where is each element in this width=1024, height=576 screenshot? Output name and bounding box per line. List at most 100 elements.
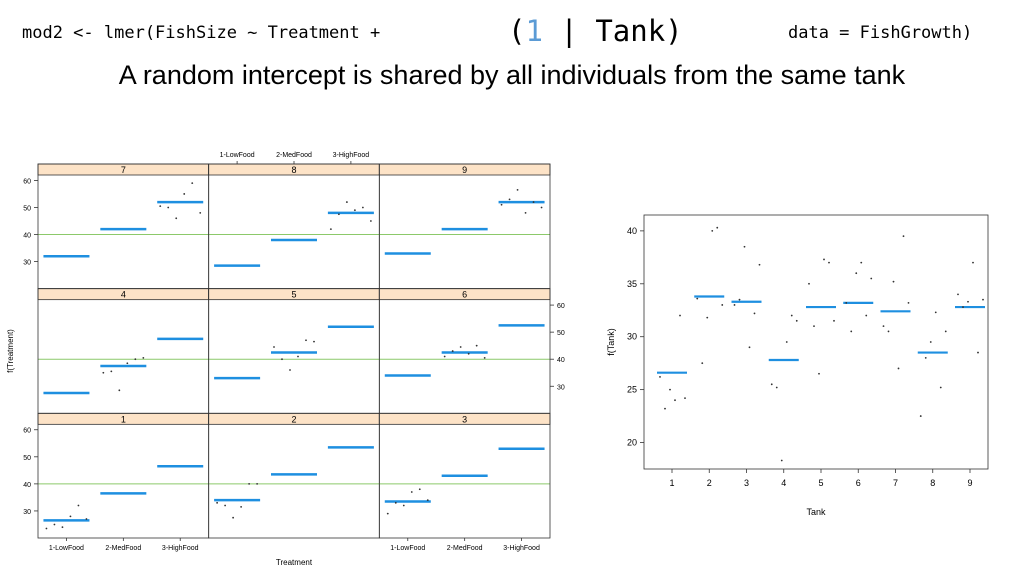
tank-point-41 xyxy=(907,301,910,304)
tank-point-18 xyxy=(770,383,773,386)
point-5-1 xyxy=(281,358,283,361)
grouping-term: | Tank) xyxy=(542,14,683,48)
strip-label-4: 4 xyxy=(121,290,126,300)
xtick-label-2: 2 xyxy=(707,478,712,488)
point-2-4 xyxy=(248,482,251,485)
tank-point-17 xyxy=(758,263,761,266)
point-1-3 xyxy=(69,515,72,518)
tank-point-32 xyxy=(855,272,858,275)
tank-point-27 xyxy=(823,258,825,261)
tank-point-11 xyxy=(721,304,724,306)
xtick-label-0-0: 1-LowFood xyxy=(49,545,84,552)
tank-point-9 xyxy=(711,229,714,232)
ytick-label-1-50: 50 xyxy=(557,330,565,337)
strip-label-7: 7 xyxy=(121,165,126,175)
tank-point-23 xyxy=(795,319,798,322)
point-6-2 xyxy=(459,346,462,348)
panel-9 xyxy=(378,163,551,290)
ytick-label-1-40: 40 xyxy=(557,357,565,364)
point-7-4 xyxy=(191,182,194,185)
intercept-one: 1 xyxy=(525,14,543,48)
point-7-2 xyxy=(175,217,178,220)
ytick-label-35: 35 xyxy=(627,279,637,289)
tank-point-39 xyxy=(897,367,900,370)
tank-point-30 xyxy=(845,301,848,304)
strip-label-8: 8 xyxy=(291,165,296,175)
point-9-1 xyxy=(508,198,511,201)
xtick-label-3: 3 xyxy=(744,478,749,488)
point-9-2 xyxy=(516,188,519,191)
ytick-label-20: 20 xyxy=(627,438,637,448)
tank-point-36 xyxy=(882,325,885,328)
ytick-label-0-60: 60 xyxy=(23,178,31,185)
point-6-1 xyxy=(451,350,454,352)
point-6-4 xyxy=(475,344,478,347)
panel-7 xyxy=(37,163,210,290)
tank-point-13 xyxy=(738,298,741,301)
tank-point-25 xyxy=(813,325,815,328)
code-formula-right: data = FishGrowth) xyxy=(788,23,973,43)
slide-subtitle: A random intercept is shared by all indi… xyxy=(118,60,906,90)
tank-point-12 xyxy=(733,304,736,306)
tank-point-15 xyxy=(748,346,751,349)
tank-point-14 xyxy=(743,245,746,248)
tank-point-6 xyxy=(696,297,699,300)
xtick-label-2-1: 2-MedFood xyxy=(447,545,483,552)
ytick-label-1-30: 30 xyxy=(557,384,565,391)
point-8-3 xyxy=(353,209,356,212)
xtick-label-7: 7 xyxy=(893,478,898,488)
ytick-label-0-40: 40 xyxy=(23,233,31,240)
plot-frame xyxy=(643,214,989,470)
tank-point-33 xyxy=(860,261,863,264)
point-5-3 xyxy=(297,355,299,358)
point-1-0 xyxy=(45,527,48,530)
point-1-4 xyxy=(77,504,80,507)
tank-point-22 xyxy=(790,314,793,317)
tank-point-21 xyxy=(785,341,788,343)
xtick-label-0-1: 2-MedFood xyxy=(105,545,141,552)
ytick-label-25: 25 xyxy=(627,385,637,395)
tank-point-19 xyxy=(775,386,778,389)
ytick-label-2-50: 50 xyxy=(23,455,31,462)
tank-point-8 xyxy=(706,316,709,319)
strip-label-6: 6 xyxy=(462,290,467,300)
tank-point-31 xyxy=(850,330,853,333)
point-5-5 xyxy=(313,340,315,343)
ytick-label-0-30: 30 xyxy=(23,260,31,267)
point-4-5 xyxy=(142,356,145,359)
y-axis-title: f(Treatment) xyxy=(6,329,15,373)
tank-point-38 xyxy=(892,280,895,283)
point-6-3 xyxy=(467,352,470,355)
point-6-5 xyxy=(483,356,486,359)
tank-point-44 xyxy=(929,341,932,343)
tank-point-5 xyxy=(684,397,686,399)
strip-label-9: 9 xyxy=(462,165,467,175)
point-3-1 xyxy=(394,501,397,504)
point-4-2 xyxy=(118,389,121,392)
tank-point-52 xyxy=(977,351,979,354)
paren-open: ( xyxy=(508,14,526,48)
point-2-0 xyxy=(216,501,219,504)
ytick-label-0-50: 50 xyxy=(23,205,31,212)
xtick-label-0-2: 3-HighFood xyxy=(162,545,199,552)
point-7-3 xyxy=(183,193,186,195)
xtick-label-8: 8 xyxy=(930,478,935,488)
panel-2 xyxy=(208,412,380,539)
tank-point-28 xyxy=(828,261,830,264)
point-6-0 xyxy=(443,355,446,358)
strip-label-5: 5 xyxy=(291,290,296,300)
top-axis-label-3: 3-HighFood xyxy=(333,152,370,159)
point-9-0 xyxy=(500,203,503,206)
y-axis-title: f(Tank) xyxy=(606,328,616,356)
tank-point-29 xyxy=(833,319,835,322)
point-7-5 xyxy=(199,211,202,214)
point-3-3 xyxy=(410,491,413,493)
point-5-0 xyxy=(273,346,275,348)
xtick-label-2-2: 3-HighFood xyxy=(503,545,540,552)
point-9-4 xyxy=(532,201,535,203)
point-3-2 xyxy=(402,504,405,507)
code-random-effect-term: (1 | Tank) xyxy=(508,14,683,48)
panel-8 xyxy=(208,163,380,290)
xtick-label-4: 4 xyxy=(781,478,786,488)
x-axis-title: Treatment xyxy=(276,558,313,567)
